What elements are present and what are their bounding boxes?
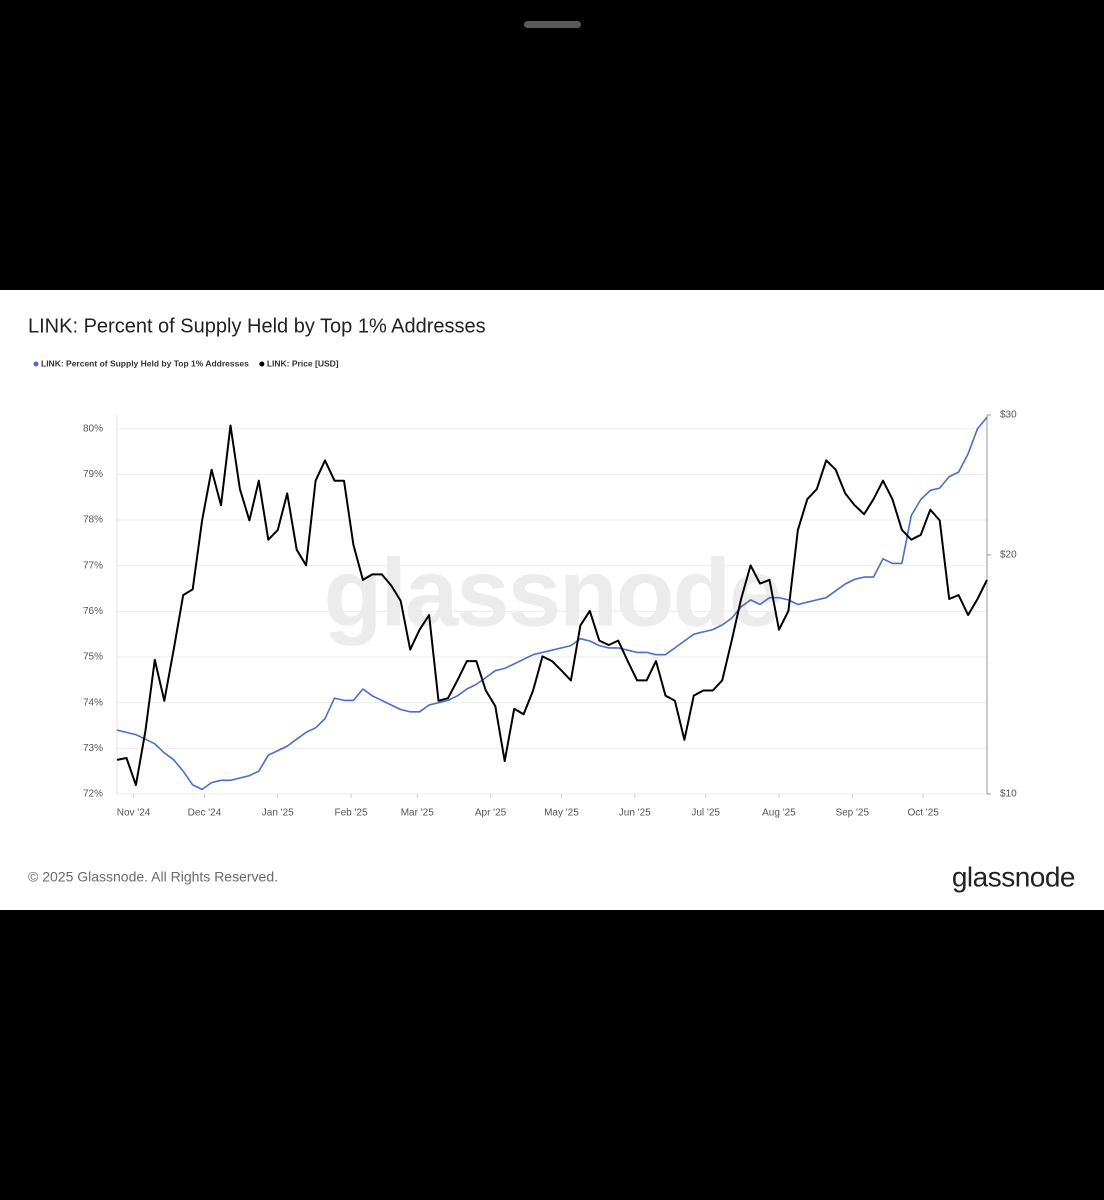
y-tick-label: 79% xyxy=(83,469,103,480)
y2-tick-label: $20 xyxy=(1000,550,1017,561)
x-tick-label: Sep '25 xyxy=(835,808,869,819)
x-tick-label: Jul '25 xyxy=(691,808,720,819)
y-tick-label: 73% xyxy=(83,743,103,754)
y-tick-label: 72% xyxy=(83,789,103,800)
x-tick-label: Nov '24 xyxy=(117,808,151,819)
y2-tick-label: $10 xyxy=(1000,789,1017,800)
legend-marker xyxy=(33,361,39,367)
legend-label: LINK: Price [USD] xyxy=(267,358,339,368)
x-tick-label: Oct '25 xyxy=(907,808,939,819)
copyright: © 2025 Glassnode. All Rights Reserved. xyxy=(28,869,278,885)
x-tick-label: Jan '25 xyxy=(262,808,294,819)
grab-handle xyxy=(524,21,581,28)
x-tick-label: Apr '25 xyxy=(475,808,507,819)
logo: glassnode xyxy=(952,861,1075,892)
x-tick-label: May '25 xyxy=(544,808,579,819)
x-tick-label: Feb '25 xyxy=(335,808,368,819)
chart-title: LINK: Percent of Supply Held by Top 1% A… xyxy=(28,315,486,337)
x-tick-label: Mar '25 xyxy=(401,808,434,819)
x-tick-label: Jun '25 xyxy=(619,808,651,819)
series-line xyxy=(116,416,988,791)
y-tick-label: 77% xyxy=(83,560,103,571)
y-tick-label: 74% xyxy=(83,697,103,708)
y-tick-label: 80% xyxy=(83,423,103,434)
x-tick-label: Dec '24 xyxy=(188,808,222,819)
series-line xyxy=(116,424,988,787)
y2-tick-label: $30 xyxy=(1000,410,1017,421)
x-tick-label: Aug '25 xyxy=(762,808,796,819)
y-tick-label: 78% xyxy=(83,515,103,526)
y-tick-label: 76% xyxy=(83,606,103,617)
chart-panel xyxy=(0,290,1104,910)
watermark: glassnode xyxy=(324,539,781,646)
legend-label: LINK: Percent of Supply Held by Top 1% A… xyxy=(41,358,249,368)
y-tick-label: 75% xyxy=(83,652,103,663)
legend-marker xyxy=(259,361,265,367)
